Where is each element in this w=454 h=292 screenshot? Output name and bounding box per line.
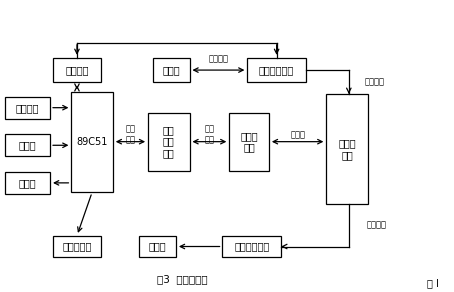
FancyBboxPatch shape	[229, 113, 269, 171]
Text: 通话机: 通话机	[162, 65, 180, 75]
FancyBboxPatch shape	[71, 93, 113, 192]
Text: 图3  室内机设计: 图3 室内机设计	[157, 274, 207, 284]
Text: 报警键: 报警键	[19, 140, 36, 150]
Text: 开锁键: 开锁键	[19, 178, 36, 188]
Text: 电力线
接口: 电力线 接口	[338, 138, 356, 160]
FancyBboxPatch shape	[53, 236, 101, 257]
Text: 振铃电路: 振铃电路	[16, 103, 39, 113]
Text: 电力线: 电力线	[290, 130, 305, 139]
Text: 音频信号: 音频信号	[365, 77, 385, 86]
Text: 数字
转换
电路: 数字 转换 电路	[163, 125, 175, 158]
FancyBboxPatch shape	[139, 236, 176, 257]
FancyBboxPatch shape	[148, 113, 190, 171]
FancyBboxPatch shape	[5, 172, 50, 194]
FancyBboxPatch shape	[222, 236, 281, 257]
Text: 音频转换电路: 音频转换电路	[259, 65, 294, 75]
FancyBboxPatch shape	[153, 58, 190, 82]
Text: 电力线
接口: 电力线 接口	[240, 131, 258, 152]
Text: 视频信号: 视频信号	[367, 221, 387, 230]
Text: 模拟摘挂机: 模拟摘挂机	[62, 241, 92, 251]
FancyBboxPatch shape	[5, 134, 50, 156]
Text: 89C51: 89C51	[76, 137, 108, 147]
FancyBboxPatch shape	[247, 58, 306, 82]
Text: 显示屏: 显示屏	[149, 241, 166, 251]
Text: 和 I: 和 I	[427, 278, 439, 288]
Text: 音频信号: 音频信号	[208, 54, 228, 63]
Text: 数字
信号: 数字 信号	[125, 125, 135, 144]
FancyBboxPatch shape	[53, 58, 101, 82]
Text: 视频转换电路: 视频转换电路	[234, 241, 269, 251]
FancyBboxPatch shape	[326, 94, 368, 204]
FancyBboxPatch shape	[5, 97, 50, 119]
Text: 语音录放: 语音录放	[65, 65, 89, 75]
Text: 差分
信号: 差分 信号	[204, 125, 214, 144]
